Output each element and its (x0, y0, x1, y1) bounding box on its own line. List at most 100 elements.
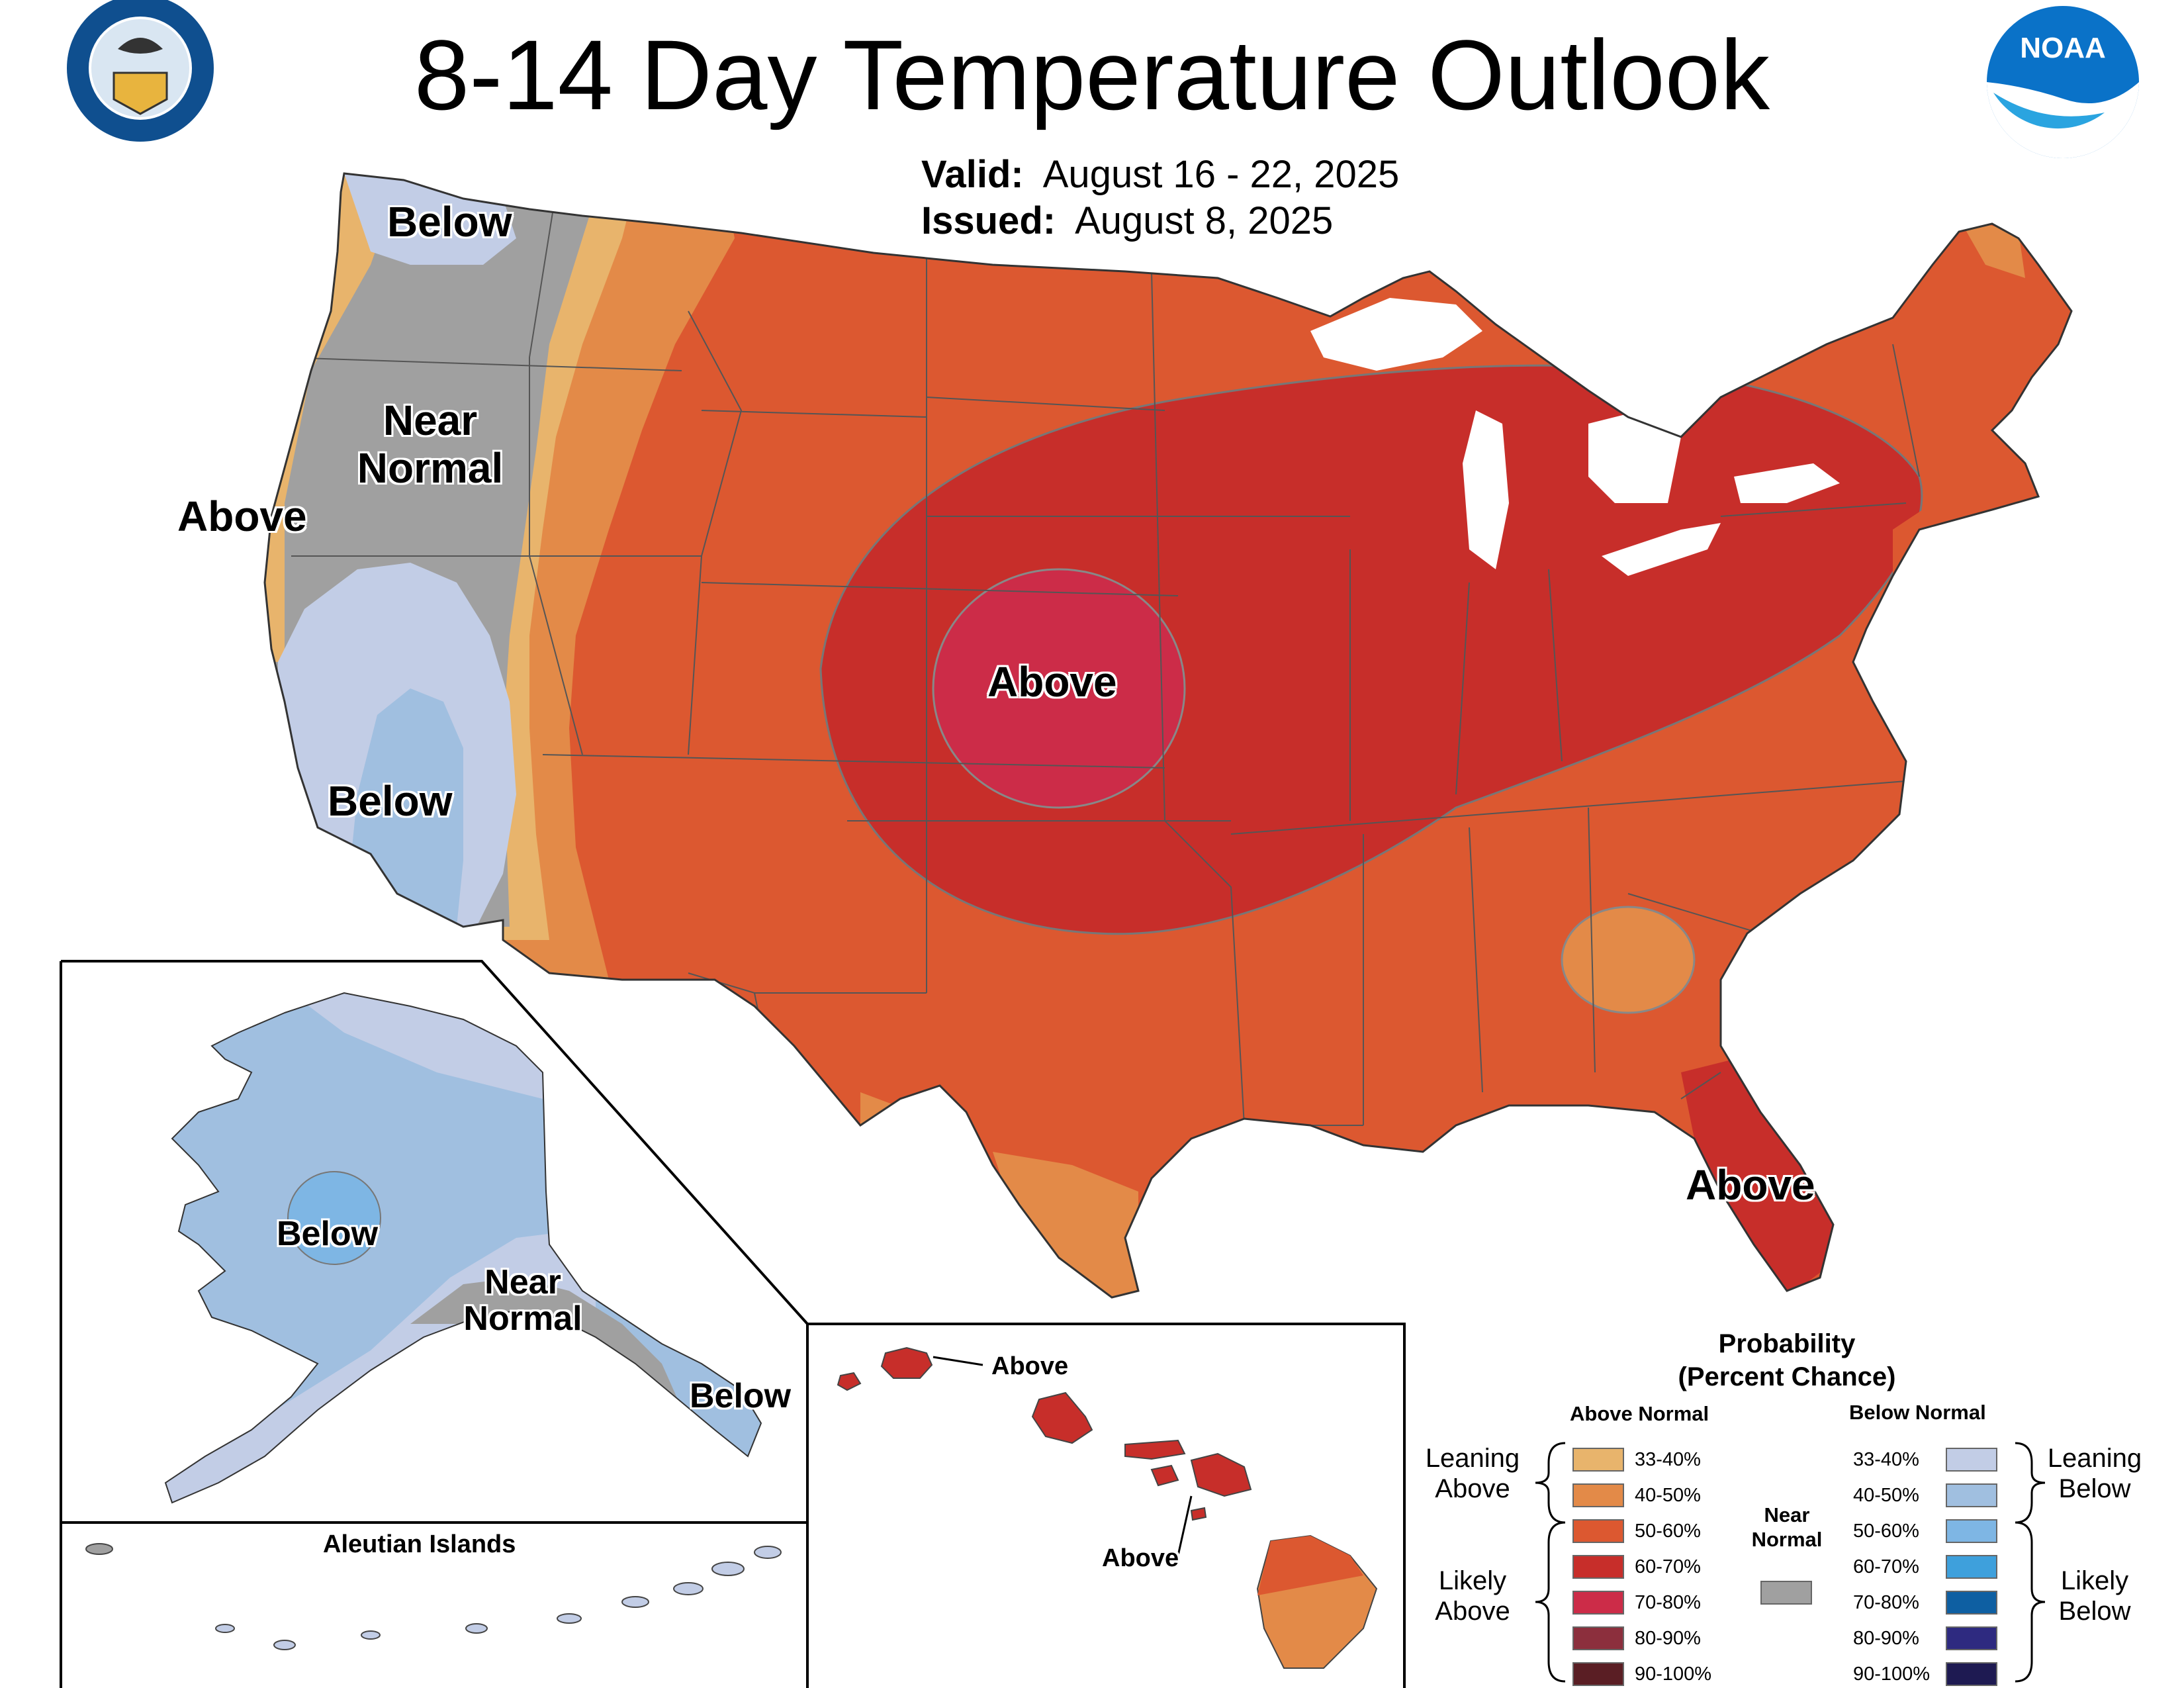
label-central-above: Above (987, 658, 1117, 706)
alaska-below-50-60-region (287, 1171, 381, 1265)
state-line (529, 191, 583, 755)
legend-below-swatch (1946, 1591, 1997, 1615)
aleutian-island (273, 1640, 296, 1650)
label-ak-near-line2: Normal (463, 1299, 582, 1338)
aleutian-island (711, 1562, 745, 1576)
legend-above-range-label: 70-80% (1635, 1592, 1701, 1613)
label-hi-above-oahu: Above (1102, 1544, 1179, 1572)
legend-near-normal: Near Normal (1744, 1503, 1830, 1552)
south-texas-40-50-region (993, 1152, 1138, 1297)
legend-above-range-label: 60-70% (1635, 1556, 1701, 1577)
legend-likely-below-l2: Below (2058, 1597, 2131, 1626)
lake-superior (1310, 298, 1482, 371)
issued-date: August 8, 2025 (1075, 199, 1334, 242)
legend-likely-above: Likely Above (1416, 1566, 1529, 1626)
lake-erie (1602, 523, 1721, 576)
legend-above-swatch (1572, 1519, 1624, 1543)
legend-below-range-label: 50-60% (1853, 1521, 1919, 1542)
state-line (688, 310, 743, 755)
lake-huron (1588, 410, 1681, 503)
doc-seal-eagle (118, 38, 163, 54)
lake-ontario (1734, 463, 1840, 503)
valid-label: Valid: (921, 153, 1024, 196)
legend-above-range-label: 50-60% (1635, 1521, 1701, 1542)
aleutian-island (673, 1582, 704, 1595)
legend-below-swatch (1946, 1483, 1997, 1507)
legend-above-range-label: 33-40% (1635, 1449, 1701, 1470)
legend-below-header: Below Normal (1849, 1401, 1986, 1424)
legend-likely-above-l2: Above (1435, 1597, 1510, 1626)
aleutian-island (557, 1613, 582, 1624)
legend-title-line1: Probability (1718, 1329, 1856, 1358)
label-ak-se-below: Below (690, 1377, 792, 1415)
florida-60-70-region (1681, 1059, 1840, 1297)
legend-below-swatch (1946, 1555, 1997, 1579)
legend-below-swatch (1946, 1662, 1997, 1686)
state-line (1151, 271, 1245, 1126)
state-line (1892, 344, 1920, 477)
legend-likely-above-l1: Likely (1438, 1566, 1507, 1595)
state-line (701, 410, 927, 418)
alaska-fills (165, 993, 761, 1503)
state-line (1720, 502, 1907, 517)
conus-outline (263, 172, 2073, 1299)
aleutian-island (361, 1630, 381, 1640)
issued-line: Issued: August 8, 2025 (921, 199, 1333, 243)
doc-seal-shield (113, 71, 168, 115)
label-near-normal-line1: Near (383, 397, 478, 444)
alaska-near-normal-region (410, 1278, 688, 1423)
legend-leaning-above-l1: Leaning (1425, 1444, 1520, 1473)
state-line (1455, 582, 1470, 795)
hawaii-islands (837, 1346, 1378, 1669)
legend-leaning-below-l2: Below (2058, 1474, 2131, 1503)
aleutian-islands (85, 1543, 782, 1650)
legend-title-line2: (Percent Chance) (1678, 1362, 1896, 1391)
legend-below-range-label: 80-90% (1853, 1628, 1919, 1649)
legend-above-swatch (1572, 1626, 1624, 1650)
state-line (1548, 569, 1563, 762)
legend-likely-below: Likely Below (2038, 1566, 2151, 1626)
legend-leaning-above-l2: Above (1435, 1474, 1510, 1503)
label-sw-below: Below (328, 777, 453, 825)
noaa-logo (1987, 6, 2139, 158)
legend-leaning-above: Leaning Above (1416, 1443, 1529, 1504)
legend-near-normal-swatch (1760, 1581, 1812, 1605)
aleutian-island (754, 1546, 782, 1559)
maui (1190, 1452, 1252, 1497)
aleutian-island (85, 1543, 113, 1555)
central-70-80-region (932, 568, 1186, 809)
label-near-normal-line2: Normal (357, 444, 504, 492)
legend-below-swatch (1946, 1448, 1997, 1472)
big-island-north-region (1257, 1536, 1363, 1595)
hawaii-leader-line (933, 1356, 983, 1366)
legend-likely-below-l1: Likely (2060, 1566, 2129, 1595)
legend-below-range-label: 90-100% (1853, 1664, 1931, 1685)
legend-leaning-below: Leaning Below (2038, 1443, 2151, 1504)
label-hi-above-kauai: Above (991, 1352, 1069, 1380)
aleutian-island (215, 1624, 235, 1633)
lanai (1150, 1464, 1179, 1487)
molokai (1124, 1439, 1186, 1460)
state-boundaries (284, 191, 1920, 1126)
legend-below-swatch (1946, 1519, 1997, 1543)
legend-above-range-label: 40-50% (1635, 1485, 1701, 1506)
legend-above-swatch (1572, 1483, 1624, 1507)
legend-above-range-label: 90-100% (1635, 1664, 1712, 1685)
doc-seal-logo (64, 0, 216, 144)
label-ak-below: Below (277, 1215, 379, 1253)
legend-below-range-label: 70-80% (1853, 1592, 1919, 1613)
legend-below-range-label: 60-70% (1853, 1556, 1919, 1577)
state-line (926, 397, 1165, 411)
kahoolawe (1190, 1507, 1207, 1521)
label-near-normal: Near Normal (344, 397, 516, 492)
legend-above-swatch (1572, 1662, 1624, 1686)
alaska-outline (164, 992, 762, 1504)
valid-dates: August 16 - 22, 2025 (1042, 153, 1400, 196)
hawaii-leader-line (1177, 1495, 1193, 1556)
legend-leaning-below-l1: Leaning (2047, 1444, 2142, 1473)
page-title: 8-14 Day Temperature Outlook (414, 19, 1770, 130)
state-line (1588, 807, 1596, 1073)
legend-above-range-label: 80-90% (1635, 1628, 1701, 1649)
